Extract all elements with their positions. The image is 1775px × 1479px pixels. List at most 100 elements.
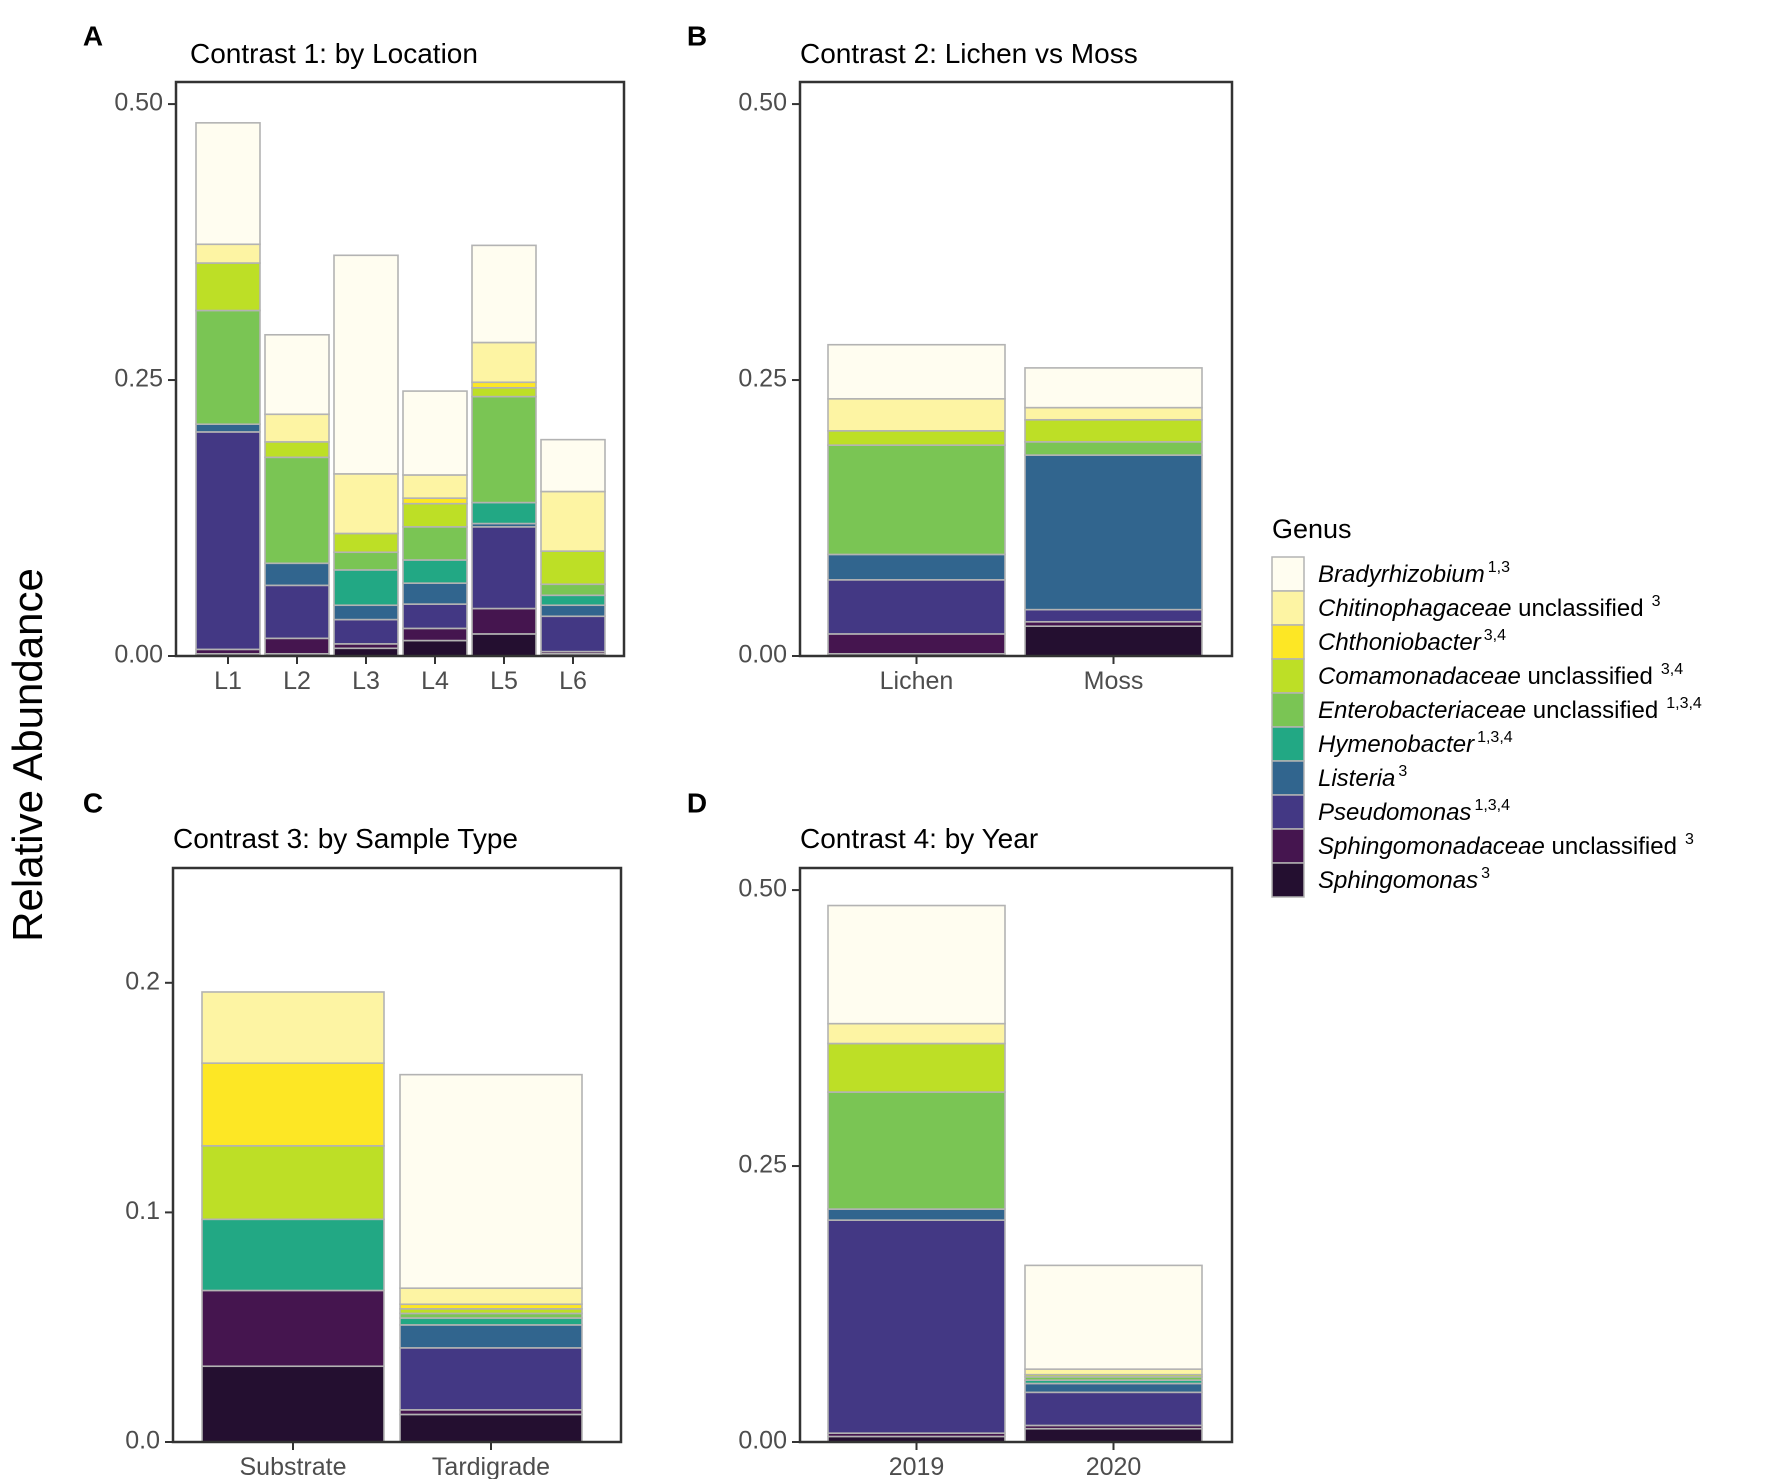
bar-segment [399, 1287, 583, 1306]
legend-item: Sphingomonadaceae unclassified 3 [1271, 828, 1694, 864]
bar-segment [201, 1365, 385, 1443]
legend-item: Pseudomonas 1,3,4 [1271, 794, 1510, 830]
bar-segment [399, 1324, 583, 1349]
bar-segment [540, 550, 606, 586]
bar-segment [471, 526, 537, 610]
bar-segment [402, 559, 468, 584]
y-tick-label: 0.00 [114, 641, 163, 669]
legend-swatch [1271, 760, 1305, 796]
bar-segment [333, 532, 399, 554]
legend-swatch [1271, 828, 1305, 864]
bar-segment [827, 343, 1006, 400]
bar-segment [827, 553, 1006, 581]
x-tick-label: L6 [559, 667, 587, 695]
legend-label: Listeria 3 [1318, 763, 1407, 792]
bar-l2 [264, 333, 330, 657]
bar-segment [1024, 367, 1203, 409]
bar-tardigrade [399, 1073, 583, 1443]
bar-segment [195, 243, 261, 264]
bar-segment [1024, 608, 1203, 623]
bar-segment [201, 1145, 385, 1221]
y-tick-label: 0.0 [125, 1427, 160, 1455]
legend-item: Comamonadaceae unclassified 3,4 [1271, 658, 1683, 694]
bar-l1 [195, 122, 261, 657]
bar-segment [1024, 441, 1203, 456]
bar-segment [540, 438, 606, 493]
bar-segment [1024, 406, 1203, 421]
y-tick-label: 0.00 [738, 641, 787, 669]
legend-label: Sphingomonas 3 [1318, 865, 1490, 894]
panel-d: D Contrast 4: by Year 0.00 0.25 0.50 2019 2020 [687, 787, 1234, 1479]
y-tick-label: 0.50 [114, 89, 163, 117]
bar-segment [333, 604, 399, 621]
bar-segment [195, 423, 261, 433]
legend-label: Comamonadaceae unclassified 3,4 [1318, 661, 1683, 690]
bar-segment [402, 639, 468, 657]
bar-segment [195, 309, 261, 425]
bar-segment [333, 618, 399, 645]
bar-segment [195, 431, 261, 651]
legend-swatch [1271, 556, 1305, 592]
x-tick-label: L1 [214, 667, 242, 695]
legend-item: Listeria 3 [1271, 760, 1407, 796]
bar-segment [264, 637, 330, 655]
bar-segment [827, 444, 1006, 556]
bar-segment [264, 456, 330, 565]
bar-segment [402, 526, 468, 561]
legend-title: Genus [1272, 514, 1352, 544]
bar-segment [1024, 454, 1203, 611]
bar-segment [471, 395, 537, 504]
bar-l6 [540, 438, 606, 657]
bar-segment [333, 254, 399, 475]
legend-item: Chitinophagaceae unclassified 3 [1271, 590, 1661, 626]
y-tick-label: 0.25 [738, 365, 787, 393]
y-tick-label: 0.00 [738, 1427, 787, 1455]
x-tick-label: L4 [421, 667, 449, 695]
bar-lichen [827, 343, 1006, 657]
x-tick-label: Lichen [880, 667, 954, 695]
bar-l5 [471, 244, 537, 657]
legend-label: Chthoniobacter 3,4 [1318, 627, 1506, 656]
legend-swatch [1271, 726, 1305, 762]
panel-title: Contrast 1: by Location [190, 38, 478, 69]
bar-segment [471, 607, 537, 635]
bar-segment [471, 386, 537, 398]
bar-segment [399, 1073, 583, 1289]
bar-segment [540, 490, 606, 552]
bar-segment [1024, 1382, 1203, 1394]
x-tick-label: Substrate [239, 1453, 346, 1479]
x-tick-label: L5 [490, 667, 518, 695]
bar-segment [402, 497, 468, 505]
legend-swatch [1271, 658, 1305, 694]
y-tick-label: 0.50 [738, 875, 787, 903]
bar-l4 [402, 390, 468, 657]
y-tick-label: 0.2 [125, 967, 160, 995]
bar-segment [264, 562, 330, 587]
x-tick-label: Moss [1084, 667, 1144, 695]
bar-segment [827, 1042, 1006, 1093]
panel-b: B Contrast 2: Lichen vs Moss 0.00 0.25 0.50 L… [687, 20, 1234, 695]
bar-segment [827, 1208, 1006, 1221]
bar-segment [264, 413, 330, 443]
bar-segment [827, 1022, 1006, 1045]
legend-item: Sphingomonas 3 [1271, 862, 1490, 898]
bar-segment [399, 1317, 583, 1326]
panel-label: B [687, 20, 707, 51]
bar-segment [195, 122, 261, 246]
y-tick-label: 0.1 [125, 1197, 160, 1225]
panel-title: Contrast 2: Lichen vs Moss [800, 38, 1138, 69]
panel-label: C [83, 787, 103, 818]
bar-segment [471, 501, 537, 525]
bar-segment [201, 991, 385, 1064]
y-tick-label: 0.25 [738, 1151, 787, 1179]
bar-segment [540, 583, 606, 597]
bar-segment [471, 244, 537, 344]
bar-segment [540, 594, 606, 607]
bar-segment [402, 582, 468, 605]
panel-border [171, 866, 623, 1444]
x-tick-label: Tardigrade [432, 1453, 550, 1479]
bar-segment [201, 1289, 385, 1368]
legend-item: Chthoniobacter 3,4 [1271, 624, 1506, 660]
bar-segment [1024, 1368, 1203, 1376]
bar-segment [264, 333, 330, 416]
